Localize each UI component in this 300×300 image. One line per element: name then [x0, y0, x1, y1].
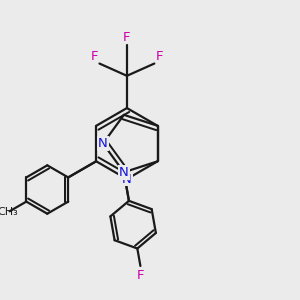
Text: N: N	[122, 172, 132, 185]
Text: N: N	[119, 166, 129, 179]
Text: F: F	[123, 31, 131, 44]
Text: N: N	[98, 137, 108, 150]
Text: CH₃: CH₃	[0, 207, 19, 217]
Text: F: F	[91, 50, 98, 63]
Text: F: F	[155, 50, 163, 63]
Text: F: F	[137, 269, 144, 282]
